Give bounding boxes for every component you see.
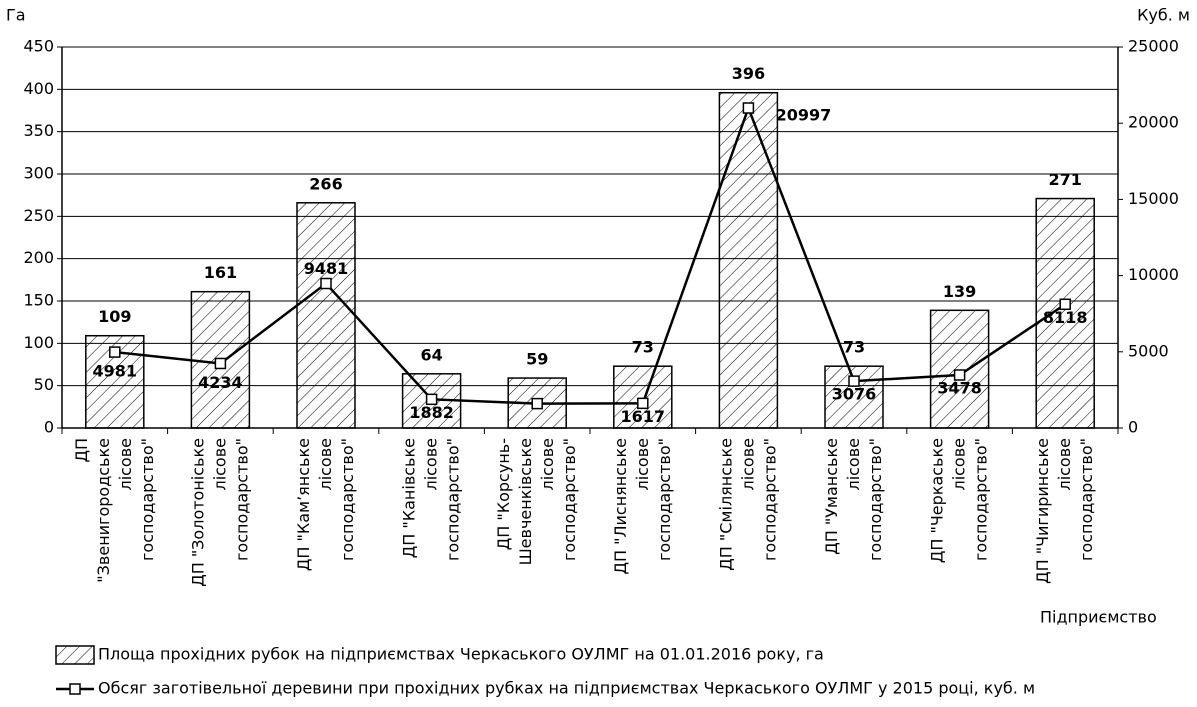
legend-swatch bbox=[69, 683, 81, 695]
line-point bbox=[214, 357, 227, 370]
line bbox=[114, 104, 1066, 405]
x-tick-label: ДП "Корсунь- Шевченківське лісове господарс… bbox=[494, 438, 579, 565]
line-point bbox=[109, 346, 121, 358]
line-value-label: 4981 bbox=[93, 362, 138, 381]
x-tick-label: ДП "Золотоніське лісове господарство" bbox=[188, 438, 251, 587]
bar-value-label: 266 bbox=[309, 174, 342, 193]
x-tick-label: ДП "Чигиринське лісове господарство" bbox=[1033, 438, 1096, 584]
bar bbox=[929, 309, 990, 429]
line-point bbox=[953, 369, 966, 381]
x-tick-label: ДП "Черкаське лісове господарство" bbox=[927, 438, 990, 563]
y2-tick-label: 25000 bbox=[1128, 37, 1179, 56]
x-tick-label: ДП "Лиснянське лісове господарство" bbox=[610, 438, 673, 574]
legend-label: Обсяг заготівельної деревини при прохідн… bbox=[98, 679, 1035, 698]
bar bbox=[296, 202, 356, 429]
y-tick-label: 150 bbox=[23, 291, 54, 310]
line-point bbox=[425, 393, 438, 406]
line-value-label: 1882 bbox=[409, 403, 454, 422]
line-value-label: 3076 bbox=[832, 385, 877, 404]
y2-tick-label: 0 bbox=[1128, 418, 1138, 437]
legend-swatch bbox=[55, 645, 95, 665]
y-axis-label: Га bbox=[6, 6, 26, 25]
y-tick-label: 400 bbox=[23, 79, 54, 98]
y2-tick-label: 20000 bbox=[1128, 113, 1179, 132]
bar-value-label: 161 bbox=[204, 263, 237, 282]
bar bbox=[613, 365, 673, 429]
bar-value-label: 109 bbox=[98, 307, 131, 326]
line-value-label: 4234 bbox=[198, 373, 243, 392]
x-tick-label: ДП "Кам’янське лісове господарство" bbox=[294, 438, 357, 571]
y-tick-label: 350 bbox=[23, 121, 54, 140]
y2-tick-label: 5000 bbox=[1128, 341, 1169, 360]
bar-value-label: 139 bbox=[943, 282, 976, 301]
y-tick-label: 450 bbox=[23, 37, 54, 56]
bar-value-label: 59 bbox=[526, 350, 548, 369]
y-tick-label: 100 bbox=[23, 333, 54, 352]
x-tick-label: ДП "Канівське лісове господарство" bbox=[399, 438, 462, 561]
x-axis-label: Підприємство bbox=[1040, 608, 1157, 627]
bar-value-label: 396 bbox=[732, 64, 765, 83]
y2-tick-label: 15000 bbox=[1128, 189, 1179, 208]
bar-value-label: 271 bbox=[1048, 170, 1081, 189]
line-point bbox=[1059, 298, 1071, 311]
bar-value-label: 73 bbox=[632, 338, 654, 357]
line-value-label: 8118 bbox=[1043, 308, 1088, 327]
line-point bbox=[531, 397, 543, 410]
legend-label: Площа прохідних рубок на підприємствах Ч… bbox=[98, 645, 824, 664]
y-tick-label: 300 bbox=[23, 164, 54, 183]
y-tick-label: 250 bbox=[23, 206, 54, 225]
line-value-label: 1617 bbox=[621, 407, 666, 426]
bar bbox=[1035, 197, 1095, 429]
y2-tick-label: 10000 bbox=[1128, 265, 1179, 284]
x-tick-label: ДП "Звенигородське лісове господарство" bbox=[71, 438, 156, 583]
line-value-label: 9481 bbox=[304, 259, 349, 278]
y-tick-label: 0 bbox=[44, 418, 54, 437]
bar-value-label: 73 bbox=[843, 338, 865, 357]
y2-axis-label: Куб. м bbox=[1137, 6, 1190, 25]
y-tick-label: 50 bbox=[34, 375, 54, 394]
line-point bbox=[742, 102, 755, 114]
x-tick-label: ДП "Смілянське лісове господарство" bbox=[716, 438, 779, 571]
line-value-label: 20997 bbox=[776, 106, 832, 125]
y-tick-label: 200 bbox=[23, 248, 54, 267]
line-value-label: 3478 bbox=[937, 378, 982, 397]
line-point bbox=[320, 277, 332, 290]
line-point bbox=[637, 397, 649, 410]
bar bbox=[718, 91, 779, 429]
x-tick-label: ДП "Уманське лісове господарство" bbox=[822, 438, 885, 561]
bar-value-label: 64 bbox=[420, 345, 442, 364]
line-point bbox=[848, 375, 860, 387]
